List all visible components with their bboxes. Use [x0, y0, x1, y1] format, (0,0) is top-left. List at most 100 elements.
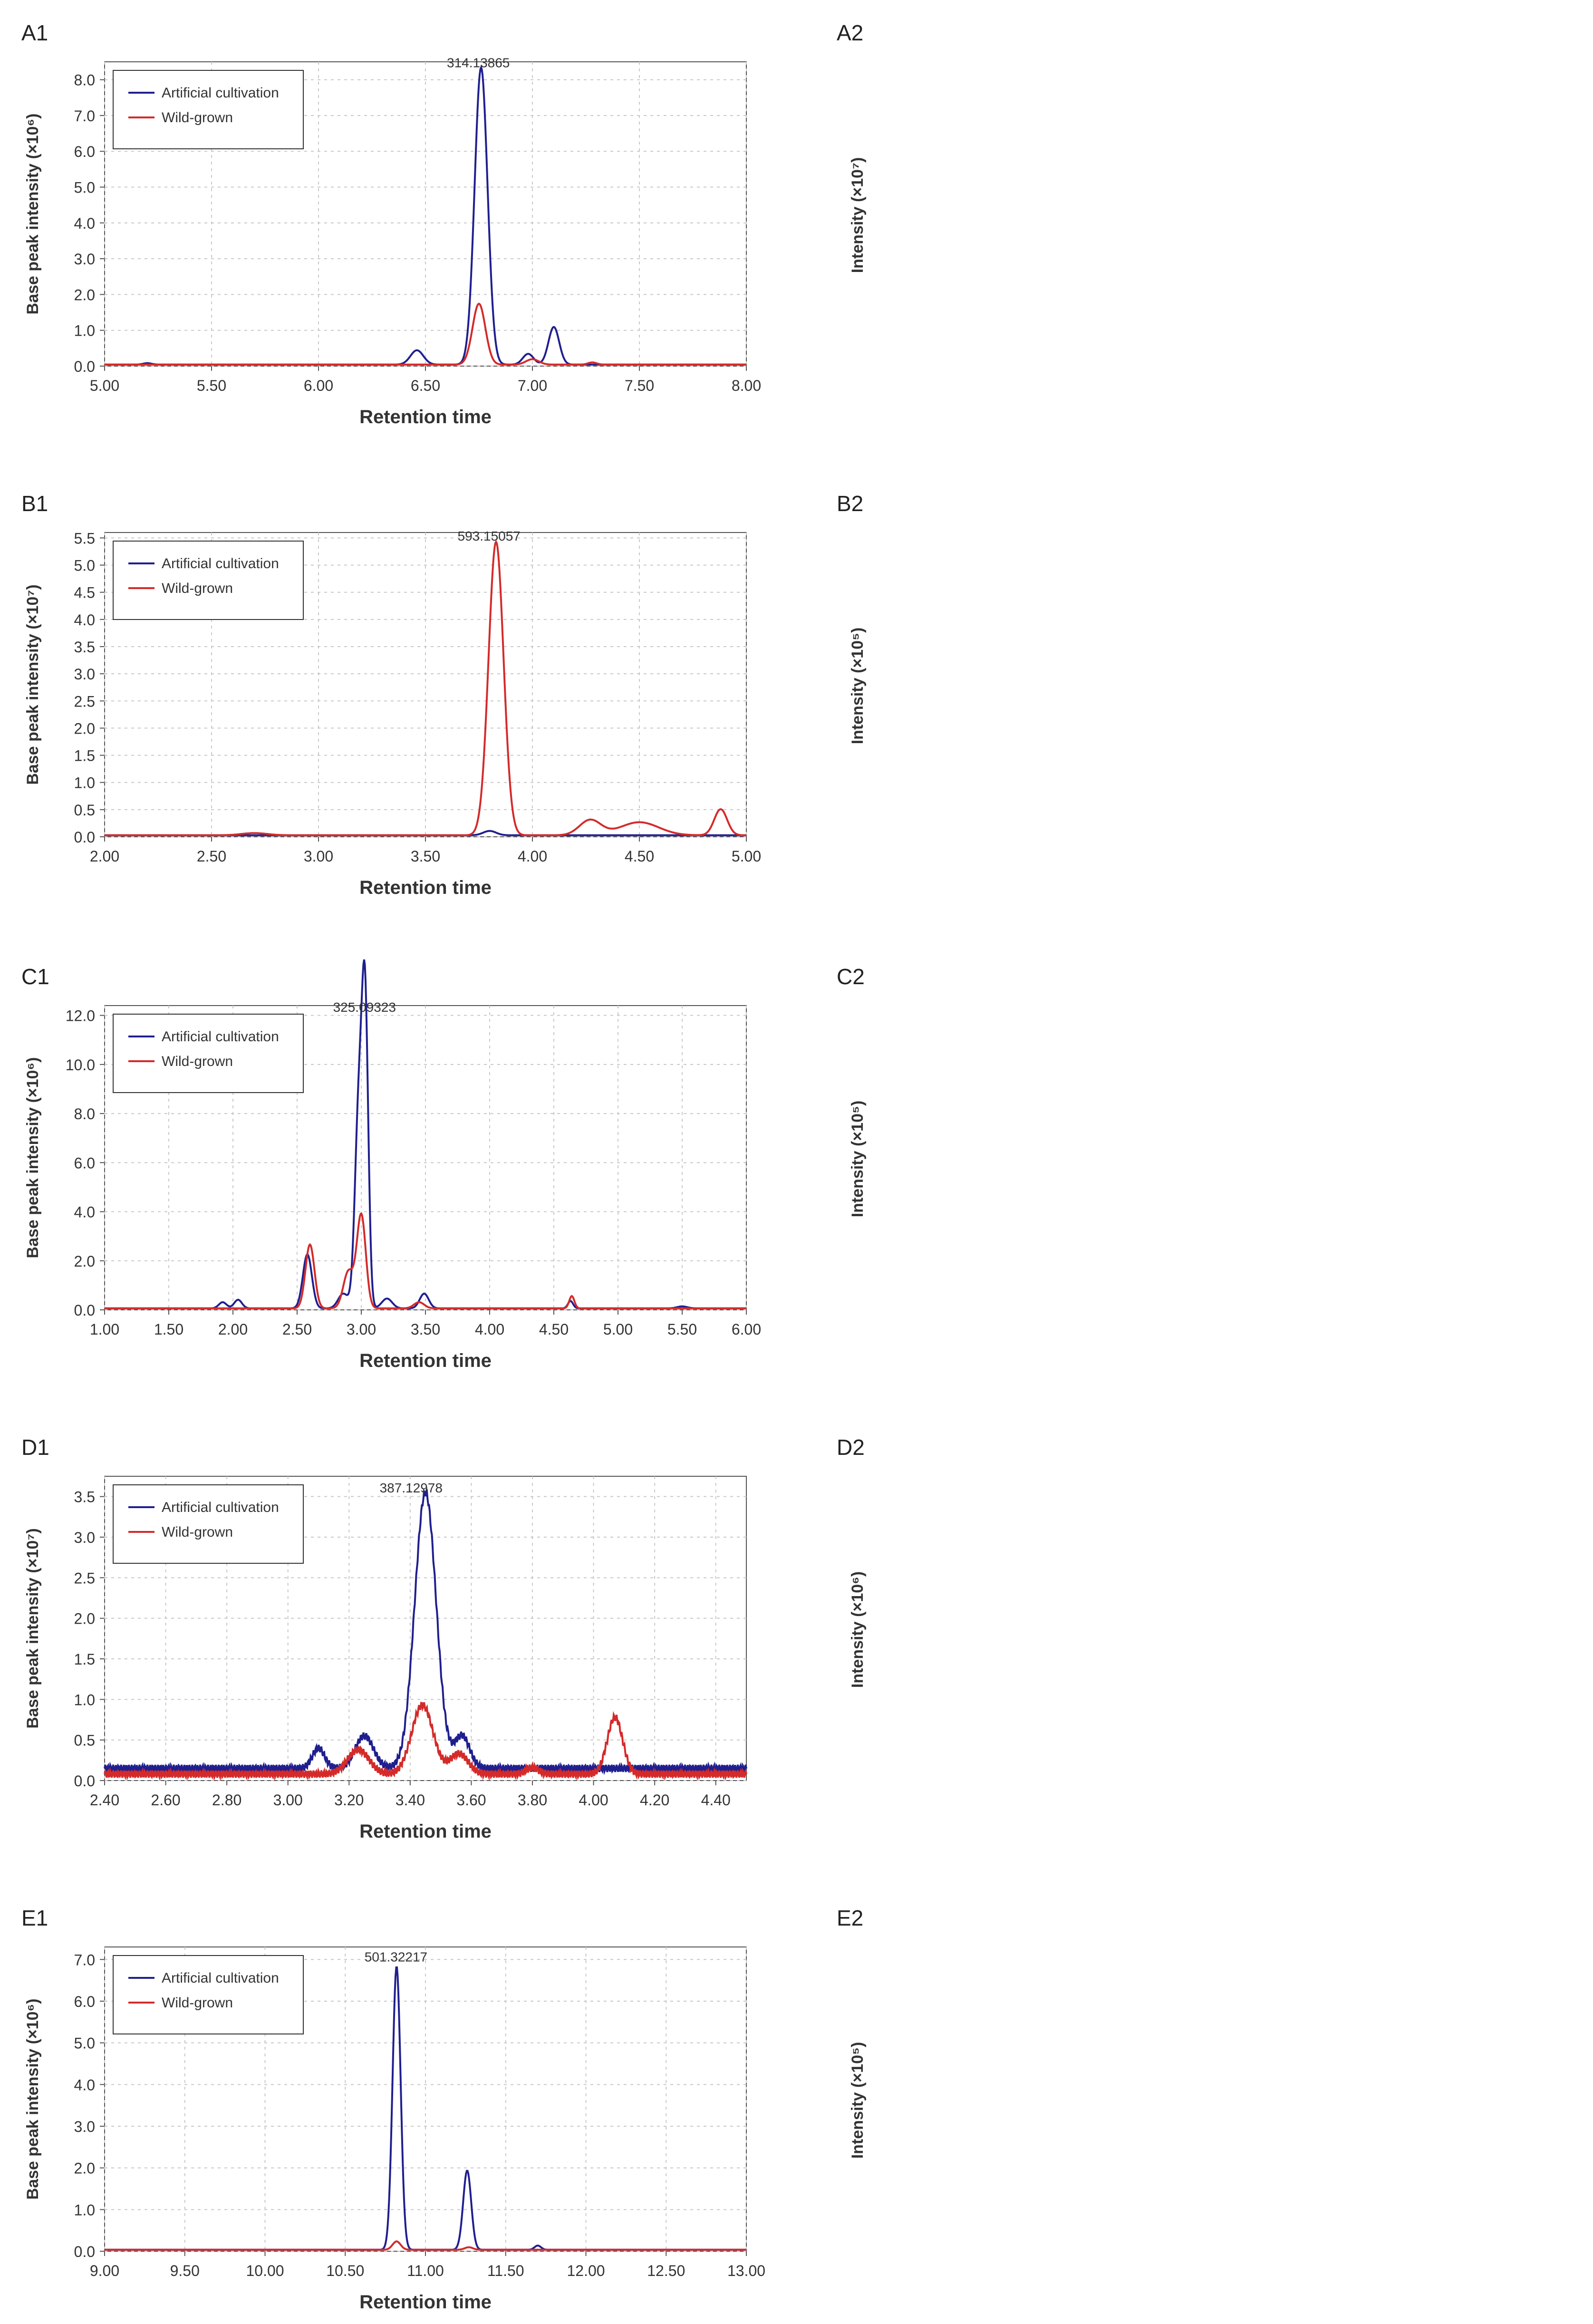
y-tick-label: 1.0 — [74, 1691, 95, 1708]
legend-entry: Artificial cultivation — [162, 556, 279, 571]
y-tick-label: 1.0 — [74, 2201, 95, 2218]
y-tick-label: 3.5 — [74, 1489, 95, 1506]
y-axis-label: Intensity (×10⁷) — [849, 157, 867, 273]
series-line-artificial — [104, 1488, 747, 1776]
x-tick-label: 11.00 — [407, 2262, 444, 2279]
x-tick-label: 12.50 — [647, 2262, 685, 2279]
y-tick-label: 0.0 — [74, 358, 95, 375]
y-axis-label: Base peak intensity (×10⁶) — [24, 1057, 42, 1259]
legend-box — [113, 70, 304, 149]
y-tick-label: 0.0 — [74, 1302, 95, 1319]
x-tick-label: 13.00 — [727, 2262, 765, 2279]
x-axis-label: Retention time — [359, 2292, 492, 2313]
chart-A2: A20.02.04.06.08.010.0100.00000150.000002… — [837, 20, 867, 273]
y-tick-label: 3.5 — [74, 639, 95, 656]
panel-label-D1: D1 — [21, 1435, 49, 1460]
series-line-wild — [105, 2240, 746, 2251]
y-tick-label: 12.0 — [66, 1007, 95, 1025]
y-axis-label: Intensity (×10⁵) — [849, 628, 867, 745]
x-tick-label: 4.50 — [625, 848, 654, 865]
y-tick-label: 1.5 — [74, 1651, 95, 1668]
x-tick-label: 5.50 — [667, 1321, 697, 1338]
y-axis-label: Base peak intensity (×10⁷) — [24, 1528, 42, 1728]
x-tick-label: 4.00 — [518, 848, 547, 865]
x-tick-label: 4.50 — [539, 1321, 569, 1338]
x-axis-label: Retention time — [359, 1821, 492, 1842]
y-tick-label: 3.0 — [74, 2118, 95, 2135]
y-axis-label: Base peak intensity (×10⁶) — [24, 1999, 42, 2200]
x-tick-label: 7.00 — [518, 377, 547, 394]
x-tick-label: 5.00 — [603, 1321, 633, 1338]
x-tick-label: 6.00 — [304, 377, 333, 394]
x-tick-label: 9.50 — [170, 2262, 200, 2279]
chart-E2: E20.01.02.03.04.05.06.07.0100.0000200.00… — [837, 1906, 867, 2159]
x-tick-label: 6.50 — [411, 377, 440, 394]
y-axis-label: Base peak intensity (×10⁷) — [24, 584, 42, 784]
x-tick-label: 3.00 — [304, 848, 333, 865]
peak-annotation: 593.15057 — [458, 529, 521, 543]
x-tick-label: 3.00 — [273, 1791, 303, 1809]
y-tick-label: 4.0 — [74, 1204, 95, 1221]
y-tick-label: 3.0 — [74, 1529, 95, 1546]
chart-C1: C1 0.0 2.0 4.0 6.0 8.0 10.0 12.0 1.00 1.50 2.00 2.5… — [21, 959, 761, 1371]
chart-D1: D1 0.0 0.5 1.0 1.5 2.0 2.5 3.0 3.5 2.40 2.60 2.80 3.… — [21, 1435, 747, 1842]
y-tick-label: 7.0 — [74, 1951, 95, 1968]
chart-E1: E1 0.0 1.0 2.0 3.0 4.0 5.0 6.0 7.0 9.00 9.50 10.00 1… — [21, 1906, 765, 2313]
y-tick-label: 6.0 — [74, 1154, 95, 1172]
panel-label-B1: B1 — [21, 491, 48, 516]
legend-box — [113, 541, 304, 620]
legend-entry: Artificial cultivation — [162, 85, 279, 101]
x-tick-label: 2.80 — [212, 1791, 241, 1809]
x-axis-label: Retention time — [359, 1350, 492, 1371]
x-tick-label: 3.50 — [411, 1321, 440, 1338]
y-tick-label: 1.5 — [74, 747, 95, 765]
panel-label-C1: C1 — [21, 964, 49, 989]
legend: Artificial cultivation Wild-grown — [113, 1484, 304, 1564]
x-tick-label: 12.00 — [567, 2262, 605, 2279]
legend-entry: Wild-grown — [162, 1524, 233, 1540]
x-tick-label: 1.00 — [90, 1321, 119, 1338]
x-tick-label: 3.50 — [411, 848, 440, 865]
chart-C2: C20.02.04.06.08.010.0100.0000150.0000200… — [837, 964, 867, 1217]
legend-entry: Wild-grown — [162, 1995, 233, 2011]
series-line-wild — [104, 1702, 747, 1781]
legend: Artificial cultivation Wild-grown — [113, 1014, 304, 1093]
panel-label-B2: B2 — [837, 491, 863, 516]
panel-label-C2: C2 — [837, 964, 865, 989]
legend-entry: Wild-grown — [162, 1054, 233, 1069]
x-tick-label: 2.50 — [197, 848, 226, 865]
x-tick-label: 8.00 — [732, 377, 761, 394]
y-tick-label: 2.0 — [74, 1253, 95, 1270]
legend-entry: Wild-grown — [162, 110, 233, 126]
x-tick-label: 6.00 — [732, 1321, 761, 1338]
peak-annotation: 325.09323 — [333, 1000, 396, 1015]
y-tick-label: 7.0 — [74, 107, 95, 125]
y-tick-label: 2.0 — [74, 286, 95, 303]
legend-entry: Artificial cultivation — [162, 1970, 279, 1986]
x-tick-label: 10.50 — [326, 2262, 364, 2279]
x-tick-label: 1.50 — [154, 1321, 183, 1338]
y-tick-label: 6.0 — [74, 1993, 95, 2010]
series-line-wild — [105, 540, 746, 836]
chart-A1: A1 0.0 1.0 2.0 3.0 4.0 5.0 6.0 7.0 8.0 5.00 5.50 6.0… — [21, 20, 761, 427]
x-tick-label: 10.00 — [246, 2262, 284, 2279]
x-tick-label: 5.50 — [197, 377, 226, 394]
y-tick-label: 2.0 — [74, 2160, 95, 2177]
x-tick-label: 4.40 — [701, 1791, 731, 1809]
x-tick-label: 2.00 — [90, 848, 119, 865]
y-tick-label: 5.0 — [74, 2035, 95, 2052]
chart-B2: B20.00.51.01.52.02.53.03.54.0100.0000200… — [837, 491, 867, 745]
x-tick-label: 4.00 — [579, 1791, 608, 1809]
chart-D2: D20.01.02.03.04.05.06.07.08.09.0100.0000… — [837, 1435, 867, 1688]
x-tick-label: 5.00 — [732, 848, 761, 865]
legend-entry: Artificial cultivation — [162, 1500, 279, 1515]
y-tick-label: 10.0 — [66, 1056, 95, 1074]
y-tick-label: 5.0 — [74, 179, 95, 196]
peak-annotation: 387.12978 — [380, 1481, 443, 1495]
y-tick-label: 2.5 — [74, 693, 95, 710]
legend-box — [113, 1955, 304, 2034]
y-tick-label: 2.5 — [74, 1569, 95, 1587]
x-tick-label: 7.50 — [625, 377, 654, 394]
